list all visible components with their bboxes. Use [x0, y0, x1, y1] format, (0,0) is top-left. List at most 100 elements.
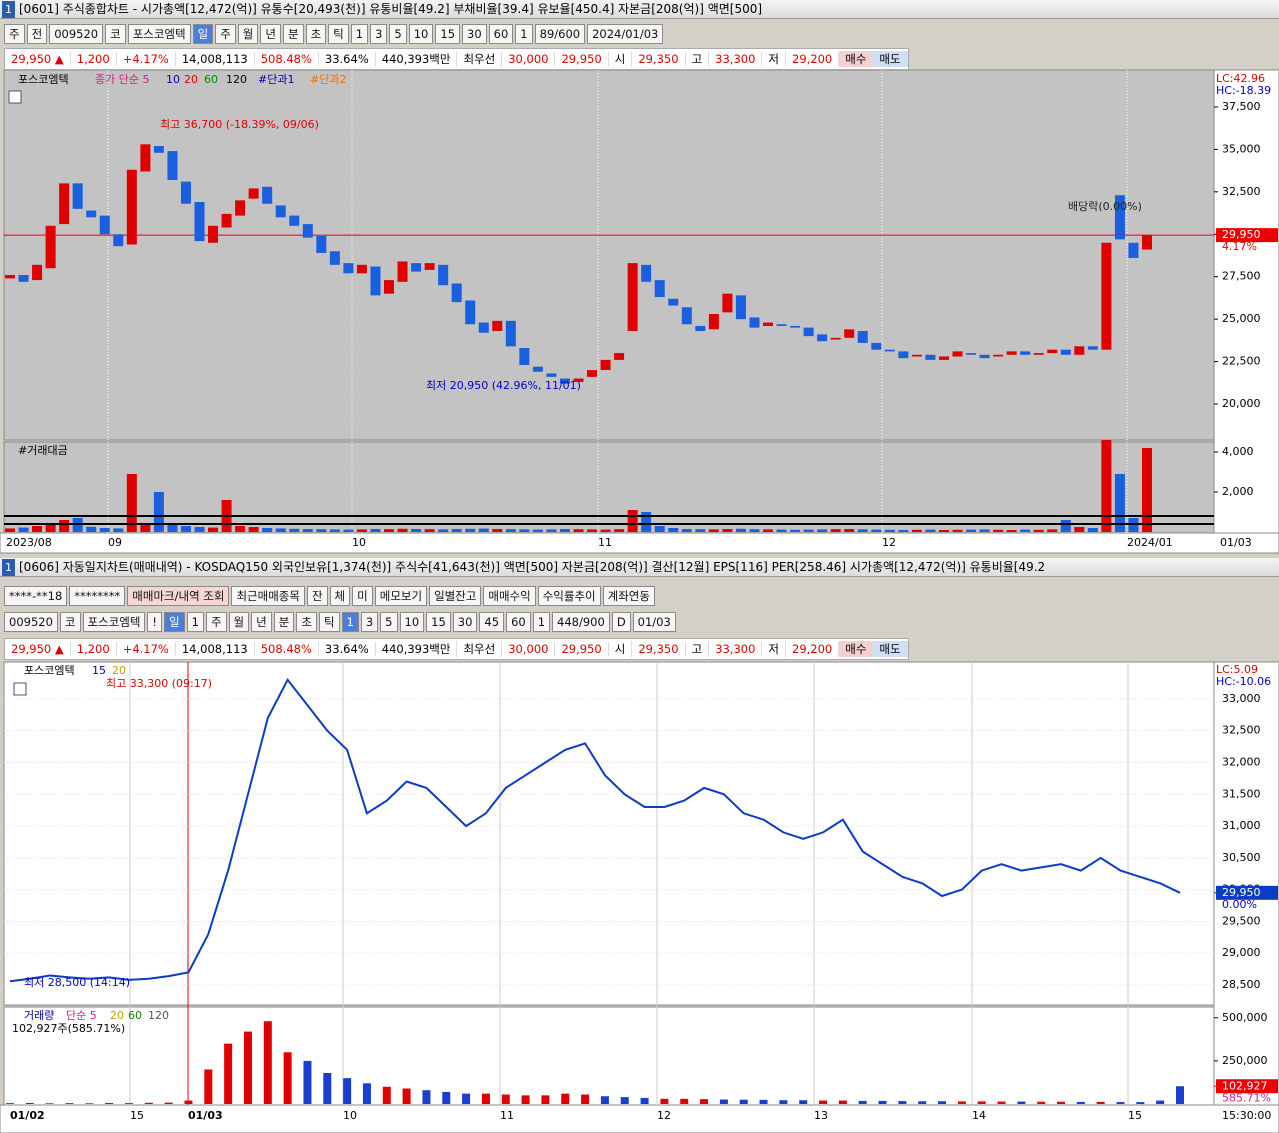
- toolbar-button[interactable]: ****-**18: [4, 586, 68, 606]
- x-axis-pane: [0, 532, 1279, 554]
- toolbar-button[interactable]: D: [611, 612, 631, 632]
- toolbar-button[interactable]: 잔: [306, 586, 328, 606]
- y-tick-label: 32,500: [1222, 185, 1261, 198]
- toolbar-button[interactable]: 주: [215, 24, 236, 44]
- volume-bar: [759, 1099, 768, 1104]
- toolbar-button[interactable]: 009520: [4, 612, 58, 632]
- window-title-bar: 1 [0601] 주식종합차트 - 시가총액[12,472(억)] 유통수[20,…: [0, 0, 1279, 19]
- toolbar-button[interactable]: 틱: [318, 612, 340, 632]
- toolbar-button[interactable]: 60: [506, 612, 531, 632]
- volume-bar: [5, 528, 15, 532]
- toolbar-button[interactable]: 주: [4, 24, 25, 44]
- toolbar-button[interactable]: 10: [408, 24, 434, 44]
- toolbar-button[interactable]: 1: [532, 612, 551, 632]
- candle: [763, 322, 773, 326]
- toolbar-button[interactable]: 89/600: [534, 24, 586, 44]
- toolbar-button[interactable]: 448/900: [552, 612, 610, 632]
- volume-bar: [6, 1103, 14, 1104]
- legend-icon: [8, 90, 22, 104]
- candle: [587, 370, 598, 377]
- toolbar-button[interactable]: 코: [105, 24, 126, 44]
- toolbar-button[interactable]: 1: [350, 24, 369, 44]
- toolbar-button[interactable]: 1: [341, 612, 359, 632]
- legend-entry: 20: [112, 664, 126, 677]
- volume-bar: [1074, 527, 1085, 532]
- volume-bar: [370, 529, 381, 532]
- candle: [5, 275, 15, 279]
- annotation: 최저 28,500 (14:14): [24, 976, 130, 989]
- toolbar-button[interactable]: 초: [305, 24, 327, 44]
- toolbar-button[interactable]: 전: [26, 24, 48, 44]
- toolbar-button[interactable]: 5: [380, 612, 398, 632]
- toolbar-button[interactable]: 월: [228, 612, 250, 632]
- price-field: 29,200: [786, 642, 840, 656]
- toolbar-button[interactable]: 최근매매종목: [231, 586, 305, 606]
- y-tick-label: 25,000: [1222, 312, 1261, 325]
- toolbar-button[interactable]: 5: [389, 24, 407, 44]
- price-field: +4.17%: [117, 52, 176, 66]
- toolbar-button[interactable]: 일: [164, 612, 185, 632]
- volume-bar: [600, 529, 611, 532]
- toolbar-button[interactable]: 45: [479, 612, 505, 632]
- toolbar-button[interactable]: 3: [370, 24, 388, 44]
- toolbar-button[interactable]: 월: [237, 24, 259, 44]
- toolbar-button[interactable]: 15: [426, 612, 451, 632]
- toolbar-button[interactable]: 일: [192, 24, 214, 44]
- volume-bar: [263, 1021, 272, 1104]
- toolbar-button[interactable]: 분: [282, 24, 304, 44]
- candle: [1114, 195, 1125, 240]
- toolbar-button[interactable]: ********: [69, 586, 126, 606]
- candle: [492, 320, 503, 332]
- volume-bar: [105, 1102, 114, 1104]
- toolbar-button[interactable]: !: [147, 612, 163, 632]
- toolbar-button[interactable]: 코: [59, 612, 81, 632]
- toolbar-button[interactable]: 미: [352, 586, 373, 606]
- x-tick-label: 11: [598, 536, 612, 549]
- toolbar-button[interactable]: 포스코엠텍: [82, 612, 146, 632]
- toolbar-button[interactable]: 3: [360, 612, 379, 632]
- volume-bar: [627, 510, 638, 532]
- toolbar-button[interactable]: 30: [462, 24, 487, 44]
- toolbar-button[interactable]: 15: [435, 24, 461, 44]
- price-field[interactable]: 매수: [839, 51, 874, 67]
- toolbar-button[interactable]: 주: [205, 612, 227, 632]
- toolbar-button[interactable]: 일별잔고: [429, 586, 482, 606]
- price-field[interactable]: 매수: [839, 641, 874, 657]
- toolbar-button[interactable]: 2024/01/03: [587, 24, 664, 44]
- toolbar-button[interactable]: 009520: [49, 24, 104, 44]
- toolbar-button[interactable]: 년: [251, 612, 272, 632]
- toolbar-button[interactable]: 60: [488, 24, 514, 44]
- toolbar-button[interactable]: 년: [260, 24, 281, 44]
- candle: [1020, 351, 1031, 355]
- volume-bar: [735, 528, 746, 532]
- legend-entry: 포스코엠텍: [24, 664, 75, 677]
- toolbar-button[interactable]: 30: [452, 612, 478, 632]
- candle: [45, 225, 56, 269]
- candle: [519, 348, 530, 365]
- volume-bar: [167, 524, 178, 532]
- toolbar-button[interactable]: 01/03: [632, 612, 676, 632]
- toolbar-button[interactable]: 초: [296, 612, 317, 632]
- toolbar-button[interactable]: 포스코엠텍: [127, 24, 191, 44]
- candle: [248, 188, 259, 199]
- toolbar-button[interactable]: 수익률추이: [537, 586, 601, 606]
- x-tick-label: 11: [500, 1109, 514, 1122]
- price-field: 508.48%: [255, 52, 319, 66]
- hc-label: HC:-10.06: [1216, 675, 1271, 688]
- price-field[interactable]: 매도: [873, 641, 908, 657]
- legend-entry: 거래량: [24, 1009, 54, 1022]
- toolbar-button[interactable]: 1: [515, 24, 533, 44]
- toolbar-button[interactable]: 메모보기: [374, 586, 428, 606]
- toolbar-button[interactable]: 분: [273, 612, 295, 632]
- toolbar-button[interactable]: 1: [186, 612, 204, 632]
- y-tick-label: 28,500: [1222, 978, 1261, 991]
- volume-bar: [1006, 530, 1017, 532]
- toolbar-button[interactable]: 계좌연동: [602, 586, 655, 606]
- toolbar-button[interactable]: 매매수익: [483, 586, 536, 606]
- toolbar-button[interactable]: 10: [399, 612, 425, 632]
- toolbar-button[interactable]: 체: [329, 586, 351, 606]
- toolbar-button[interactable]: 틱: [328, 24, 349, 44]
- price-field[interactable]: 매도: [873, 51, 908, 67]
- candle: [424, 263, 435, 270]
- toolbar-button[interactable]: 매매마크/내역 조회: [127, 586, 230, 606]
